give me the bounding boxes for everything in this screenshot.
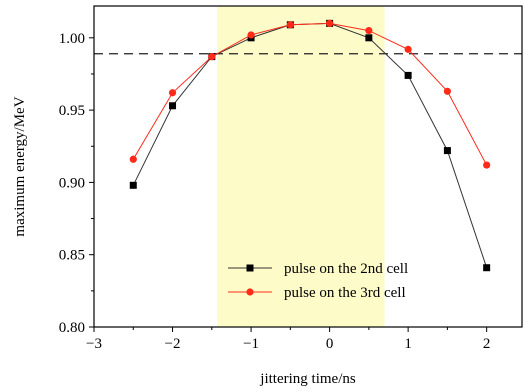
highlight-band bbox=[217, 6, 385, 327]
data-point bbox=[325, 19, 334, 27]
y-tick-label: 0.80 bbox=[59, 320, 85, 336]
data-point bbox=[129, 181, 137, 189]
legend-entry-3rd-cell: pulse on the 3rd cell bbox=[228, 285, 406, 301]
legend-label-2nd-cell: pulse on the 2nd cell bbox=[284, 261, 408, 277]
legend-label-3rd-cell: pulse on the 3rd cell bbox=[284, 285, 406, 301]
y-tick-label: 0.95 bbox=[59, 103, 85, 119]
data-point bbox=[404, 45, 412, 53]
x-tick-label: 2 bbox=[483, 336, 491, 352]
data-point bbox=[404, 71, 412, 79]
x-axis-title: jittering time/ns bbox=[259, 371, 356, 387]
x-tick-label: −1 bbox=[243, 336, 259, 352]
legend: pulse on the 2nd cell pulse on the 3rd c… bbox=[228, 261, 408, 301]
series-line bbox=[132, 22, 488, 166]
data-point bbox=[168, 89, 177, 97]
data-point bbox=[208, 53, 216, 61]
data-point bbox=[129, 155, 137, 163]
series-3rd-cell bbox=[129, 19, 491, 169]
data-point bbox=[483, 161, 491, 169]
y-tick-label: 0.85 bbox=[59, 248, 85, 264]
plot-frame bbox=[93, 5, 523, 328]
y-tick-label: 0.90 bbox=[59, 175, 85, 191]
series-layer bbox=[129, 19, 491, 272]
x-tick-label: 0 bbox=[326, 336, 334, 352]
ticks-layer: −3 −2 −1 0 1 2 0.80 0.85 0.90 0.95 1.00 bbox=[59, 31, 491, 352]
data-point bbox=[247, 31, 255, 39]
data-point bbox=[483, 264, 491, 272]
data-point bbox=[365, 26, 373, 35]
data-point bbox=[443, 87, 451, 95]
data-point bbox=[286, 21, 294, 29]
data-point bbox=[443, 147, 451, 155]
x-tick-label: −2 bbox=[165, 336, 181, 352]
y-tick-label: 1.00 bbox=[59, 31, 85, 47]
y-axis-title: maximum energy/MeV bbox=[12, 96, 28, 236]
x-tick-label: −3 bbox=[86, 336, 102, 352]
legend-marker-2nd-cell bbox=[246, 264, 254, 272]
legend-marker-3rd-cell bbox=[246, 288, 254, 296]
x-tick-label: 1 bbox=[404, 336, 412, 352]
legend-entry-2nd-cell: pulse on the 2nd cell bbox=[228, 261, 408, 277]
data-point bbox=[169, 102, 177, 110]
data-point bbox=[365, 34, 373, 42]
